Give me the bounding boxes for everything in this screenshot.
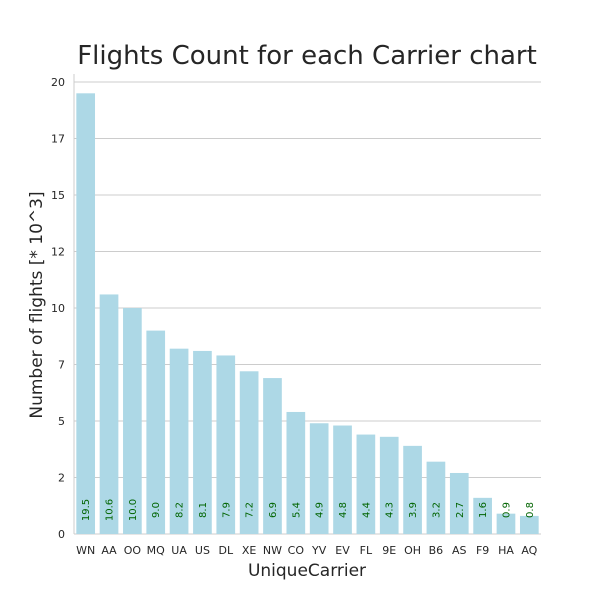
y-axis-label: Number of flights [* 10^3]: [27, 191, 47, 418]
x-tick-label: F9: [476, 544, 489, 557]
bar-ha: [496, 513, 516, 534]
data-label: 8.1: [198, 502, 209, 518]
x-tick-label: US: [195, 544, 210, 557]
x-tick-label: 9E: [382, 544, 396, 557]
x-tick-label: MQ: [147, 544, 165, 557]
data-label: 10.6: [105, 499, 116, 521]
data-label: 3.2: [431, 502, 442, 518]
x-tick-label: WN: [76, 544, 95, 557]
y-tick-label: 7: [58, 359, 65, 372]
chart-title: Flights Count for each Carrier chart: [77, 41, 537, 71]
bar-mq: [146, 330, 166, 534]
data-label: 8.2: [175, 502, 186, 518]
y-tick-label: 2: [58, 472, 65, 485]
data-label: 7.2: [245, 502, 256, 518]
x-tick-label: AQ: [521, 544, 537, 557]
data-labels: 19.5 10.6 10.0 9.0 8.2 8.1 7.9 7.2 6.9 5.4 4.9 4.8 4…: [81, 499, 536, 521]
bar-as: [449, 472, 469, 534]
x-tick-label: NW: [263, 544, 282, 557]
data-label: 4.8: [338, 502, 349, 518]
x-tick-label: FL: [360, 544, 373, 557]
data-label: 5.4: [291, 502, 302, 518]
bar-aq: [519, 515, 539, 534]
bars: [76, 93, 539, 535]
bar-nw: [263, 378, 282, 534]
x-axis-label: UniqueCarrier: [248, 561, 366, 581]
data-label: 1.6: [478, 502, 489, 518]
bar-oo: [123, 308, 142, 534]
bar-oh: [403, 445, 422, 534]
x-tick-label: UA: [171, 544, 187, 557]
data-label: 9.0: [151, 502, 162, 518]
data-label: 10.0: [128, 499, 139, 521]
x-tick-label: AA: [101, 544, 117, 557]
bar-yv: [309, 423, 329, 534]
data-label: 19.5: [81, 499, 92, 521]
y-tick-labels: 0 2 5 7 10 12 15 17 20: [51, 76, 65, 541]
x-tick-label: YV: [311, 544, 327, 557]
bar-aa: [99, 294, 119, 534]
x-tick-label: OH: [404, 544, 421, 557]
bar-xe: [239, 371, 259, 534]
data-label: 7.9: [221, 502, 232, 518]
y-tick-label: 5: [58, 415, 65, 428]
grid-lines: [74, 81, 541, 478]
axes: [73, 74, 541, 535]
x-tick-label: AS: [452, 544, 467, 557]
bar-ua: [169, 348, 189, 534]
data-label: 4.4: [361, 502, 372, 518]
bar-b6: [426, 461, 446, 534]
y-tick-label: 0: [58, 528, 65, 541]
data-label: 0.9: [501, 502, 512, 518]
x-tick-labels: WN AA OO MQ UA US DL XE NW CO YV EV FL 9E OH B6 AS F9 HA AQ: [76, 544, 538, 557]
x-tick-label: DL: [218, 544, 233, 557]
y-tick-label: 17: [51, 133, 65, 146]
bar-co: [286, 411, 306, 534]
y-tick-label: 12: [51, 246, 65, 259]
bar-fl: [356, 434, 376, 534]
x-tick-label: OO: [124, 544, 142, 557]
y-tick-label: 10: [51, 302, 65, 315]
data-label: 3.9: [408, 502, 419, 518]
x-tick-label: XE: [242, 544, 257, 557]
bar-ev: [333, 425, 352, 534]
x-tick-label: EV: [335, 544, 350, 557]
bar-wn: [76, 93, 96, 535]
x-tick-label: CO: [288, 544, 305, 557]
bar-dl: [216, 355, 236, 534]
y-tick-label: 15: [51, 189, 65, 202]
data-label: 6.9: [268, 502, 279, 518]
bar-us: [193, 350, 212, 534]
x-tick-label: HA: [498, 544, 514, 557]
data-label: 4.3: [385, 502, 396, 518]
data-label: 4.9: [315, 502, 326, 518]
data-label: 0.8: [525, 502, 536, 518]
bar-f9: [473, 497, 492, 534]
data-label: 2.7: [455, 502, 466, 518]
bar-9e: [379, 436, 399, 534]
x-tick-label: B6: [429, 544, 444, 557]
y-tick-label: 20: [51, 76, 65, 89]
